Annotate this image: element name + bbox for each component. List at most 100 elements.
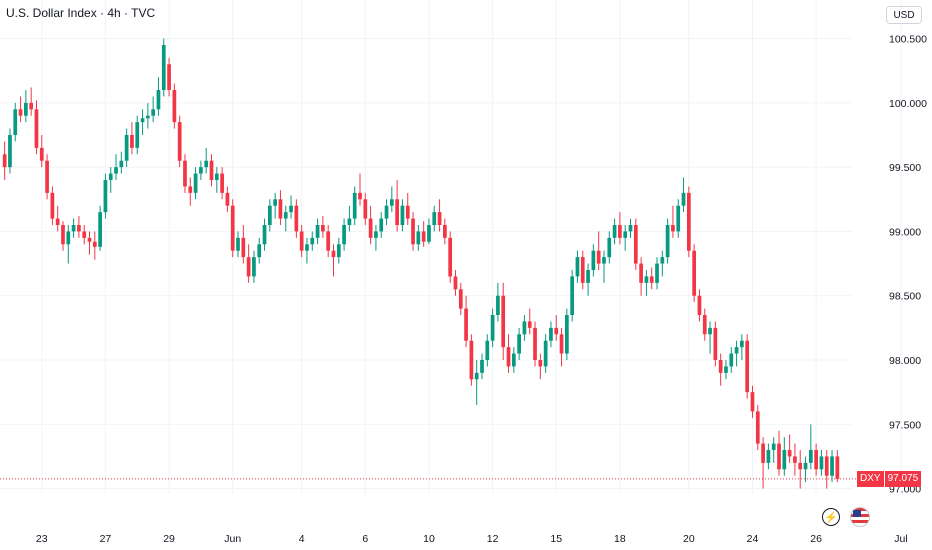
candle-down (405, 205, 410, 219)
price-axis[interactable]: 100.500 100.000 99.500 99.000 98.500 98.000 97… (889, 34, 927, 496)
candle-up (676, 205, 681, 232)
candle-up (771, 443, 776, 450)
candle-down (527, 321, 532, 328)
x-tick-label: 27 (100, 533, 112, 545)
x-tick-label: 12 (487, 533, 499, 545)
y-tick-label: 98.500 (889, 291, 921, 303)
y-tick-label: 99.500 (889, 162, 921, 174)
candle-up (71, 225, 76, 232)
candle-up (236, 237, 240, 251)
candle-up (135, 122, 140, 148)
candle-down (77, 225, 81, 232)
candle-up (352, 192, 357, 219)
candle-down (448, 237, 453, 277)
candle-up (612, 225, 617, 238)
candle-down (464, 308, 468, 341)
candle-up (586, 270, 590, 283)
candle-down (82, 231, 87, 238)
bolt-icon[interactable]: ⚡ (822, 508, 840, 526)
x-tick-label: 4 (299, 533, 305, 545)
candle-up (119, 160, 124, 168)
candle-up (665, 225, 670, 258)
candle-down (469, 340, 474, 380)
candle-down (458, 289, 463, 309)
time-axis[interactable]: 23 27 29 Jun 4 6 10 12 15 18 20 24 26 Jul (36, 533, 908, 545)
candle-up (830, 456, 834, 476)
x-tick-label: 29 (163, 533, 175, 545)
candle-up (729, 353, 734, 367)
candle-down (278, 199, 283, 219)
candle-up (740, 340, 744, 348)
candle-down (671, 225, 675, 232)
candle-up (496, 295, 500, 315)
price-tag-symbol: DXY (857, 470, 885, 487)
x-tick-label: 18 (614, 533, 626, 545)
candle-down (321, 225, 325, 232)
candle-down (294, 205, 299, 232)
us-flag-icon[interactable] (850, 507, 870, 527)
candle-down (649, 276, 654, 283)
candle-down (421, 231, 426, 242)
y-tick-label: 97.500 (889, 419, 921, 431)
candle-down (61, 225, 65, 245)
candle-up (623, 231, 628, 238)
candle-up (103, 180, 108, 213)
candle-up (644, 276, 649, 283)
candle-down (639, 263, 643, 283)
candle-down (559, 334, 564, 354)
x-tick-label: 26 (810, 533, 822, 545)
candle-down (443, 225, 447, 238)
candle-down (761, 443, 765, 463)
candle-down (363, 199, 368, 219)
x-tick-label: 24 (747, 533, 759, 545)
candle-down (793, 456, 797, 463)
candle-down (39, 147, 44, 161)
candle-down (814, 450, 818, 470)
candle-up (13, 109, 18, 135)
candle-down (411, 218, 415, 245)
x-tick-label: Jun (224, 533, 241, 545)
currency-button[interactable]: USD (886, 6, 922, 24)
candle-down (50, 192, 55, 219)
candle-up (66, 231, 71, 245)
x-tick-label: 15 (550, 533, 562, 545)
candle-up (681, 192, 686, 206)
candle-up (416, 231, 421, 245)
candle-up (193, 173, 198, 193)
candle-up (342, 225, 346, 245)
candle-down (241, 237, 246, 258)
candle-up (204, 160, 209, 168)
candle-down (533, 327, 537, 360)
candle-down (92, 241, 97, 247)
candle-up (24, 102, 28, 116)
candle-up (427, 225, 431, 242)
candle-up (485, 340, 490, 360)
candle-down (713, 327, 718, 360)
current-price-tag: DXY 97.075 (857, 470, 922, 487)
candle-down (368, 218, 373, 238)
candle-down (299, 231, 304, 251)
candles (2, 38, 840, 489)
candle-down (633, 225, 638, 264)
x-tick-label: 20 (683, 533, 695, 545)
candle-up (114, 167, 118, 174)
candle-up (124, 135, 129, 161)
candle-down (697, 295, 702, 315)
candle-down (55, 218, 60, 225)
y-tick-label: 100.500 (889, 34, 927, 46)
candle-down (183, 160, 187, 187)
y-tick-label: 99.000 (889, 226, 921, 238)
candle-up (766, 450, 771, 463)
candle-down (18, 109, 23, 116)
candle-down (34, 109, 39, 148)
candle-up (315, 225, 320, 238)
candle-up (310, 237, 315, 245)
candle-up (782, 450, 787, 470)
candle-up (145, 115, 150, 119)
candle-down (395, 199, 399, 225)
candle-down (87, 237, 92, 242)
candle-up (432, 212, 437, 225)
candle-up (384, 205, 389, 219)
candle-up (156, 90, 161, 110)
